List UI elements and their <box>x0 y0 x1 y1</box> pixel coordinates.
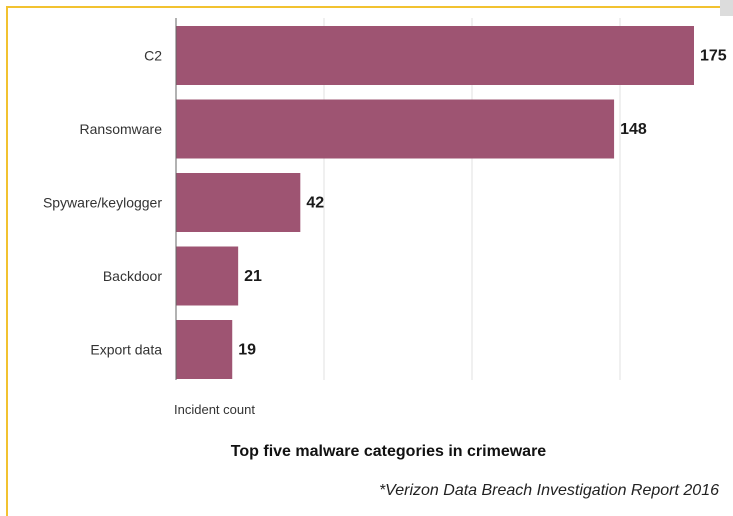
corner-tab <box>720 0 733 16</box>
chart-caption: Top five malware categories in crimeware <box>230 443 547 460</box>
value-label: 175 <box>700 48 727 65</box>
category-label: Export data <box>90 342 162 358</box>
x-axis-title: Incident count <box>174 402 255 417</box>
category-label: Backdoor <box>103 268 162 284</box>
value-label: 42 <box>306 195 324 212</box>
value-label: 148 <box>620 121 647 138</box>
bar <box>176 173 301 232</box>
chart-frame <box>6 6 720 516</box>
category-label: Spyware/keylogger <box>43 195 162 211</box>
source-note: *Verizon Data Breach Investigation Repor… <box>378 482 719 499</box>
value-label: 21 <box>244 268 262 285</box>
bar <box>176 99 615 159</box>
category-label: C2 <box>144 48 162 64</box>
category-label: Ransomware <box>80 121 163 137</box>
bar <box>176 246 239 306</box>
value-label: 19 <box>238 342 256 359</box>
bar <box>176 26 694 85</box>
bar <box>176 320 233 379</box>
